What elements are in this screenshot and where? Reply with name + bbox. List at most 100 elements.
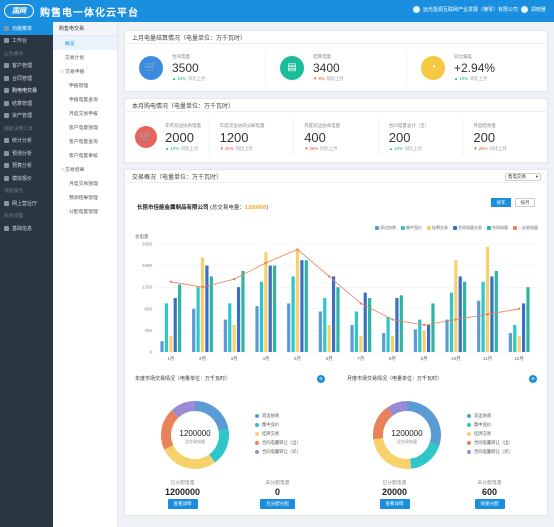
sub-nav-label: ○ 交易申报 xyxy=(61,69,85,75)
change-cmp: 同比上月 xyxy=(320,145,338,151)
bar xyxy=(513,325,517,352)
sidebar-item[interactable]: 工作台 xyxy=(0,35,53,48)
sub-nav-item[interactable]: 申报电量查询 xyxy=(53,92,117,106)
legend-entry[interactable]: 集中竞价 xyxy=(401,225,422,231)
sub-nav-label: 预测结果管理 xyxy=(69,195,98,201)
sidebar-item[interactable]: 资产管理 xyxy=(0,110,53,123)
select-value: 售电交易 xyxy=(508,174,526,179)
change-cmp: 同比上月 xyxy=(188,75,206,81)
sidebar-item[interactable]: 合同管理 xyxy=(0,72,53,85)
sub-nav-item[interactable]: 客户电量管理 xyxy=(53,120,117,134)
by-year-button[interactable]: 按年 xyxy=(491,198,511,207)
pie-legend-entry: 集中竞价 xyxy=(255,420,301,429)
user-name[interactable]: 郑晓雅 xyxy=(530,7,546,13)
pie-legend-entry: 挂牌交易 xyxy=(467,429,513,438)
count-label: 未分配电量 xyxy=(265,481,290,486)
sidebar-item: 辅助决策工具 xyxy=(0,122,53,135)
sidebar-item[interactable]: 客户管理 xyxy=(0,60,53,73)
stat-label: 结算电量 xyxy=(313,53,331,59)
menu-icon xyxy=(4,175,9,181)
sub-nav-item[interactable]: 月度交易申报 xyxy=(53,106,117,120)
x-tick-label: 11月 xyxy=(483,356,492,362)
count-value: 0 xyxy=(274,487,280,497)
sidebar-item[interactable]: 购电电交易 xyxy=(0,85,53,98)
line-point xyxy=(169,280,173,283)
sub-nav-item[interactable]: 分配电量管理 xyxy=(53,204,117,218)
sidebar-item[interactable]: 网上营业厅 xyxy=(0,197,53,210)
sidebar-item[interactable]: 基础信息 xyxy=(0,222,53,235)
legend-entry[interactable]: 合同电量交易 xyxy=(453,225,482,231)
stat-label: 合同电量总计（吉） xyxy=(388,122,430,128)
bar xyxy=(485,246,490,352)
sub-nav-item[interactable]: 客户电量审核 xyxy=(53,148,117,162)
count-label: 已分配电量 xyxy=(382,481,407,486)
sub-nav-item[interactable]: 预测结果管理 xyxy=(53,190,117,204)
user-avatar-icon[interactable] xyxy=(520,6,528,13)
sidebar-item: 增值服务 xyxy=(0,185,53,198)
sub-nav-item[interactable]: 申报管理 xyxy=(53,78,117,92)
monthly-add-button[interactable]: + xyxy=(529,375,537,383)
sub-nav-item[interactable]: 交易计划 xyxy=(53,50,117,64)
pie-slice xyxy=(410,442,440,469)
bar xyxy=(259,281,264,352)
change-value: 10% xyxy=(394,145,403,151)
stat-value: 3500 xyxy=(172,60,199,75)
menu-icon xyxy=(4,225,9,231)
stat-text: 同比偏差 +2.94% ▲ 10% 同比上月 xyxy=(454,54,495,82)
x-tick-label: 10月 xyxy=(451,356,461,362)
pie-slice xyxy=(171,401,195,418)
sidebar-item[interactable]: 模拟报价 xyxy=(0,172,53,185)
pie-legend-label: 合同电量转让（出） xyxy=(262,439,301,445)
sidebar-item[interactable]: 结算管理 xyxy=(0,97,53,110)
pie-slice xyxy=(387,401,407,416)
org-name: 长昆市佳能金属制品有限公司 xyxy=(137,205,209,211)
sidebar-item-label: 模拟报价 xyxy=(12,175,33,182)
pie-legend-entry: 合同电量转让（出） xyxy=(255,438,301,447)
legend-entry[interactable]: 合同电量 xyxy=(487,225,508,231)
count-action-button[interactable]: 快速分配 xyxy=(474,499,505,509)
bar xyxy=(508,333,512,352)
count-block: 已分配电量 20000 查看详情 xyxy=(347,479,442,509)
count-action-button[interactable]: 已分配分配 xyxy=(260,499,295,509)
sub-nav-item[interactable]: 月度交易管理 xyxy=(53,176,117,190)
legend-label: 集中竞价 xyxy=(406,225,422,230)
sub-nav-item[interactable]: 客户电量查询 xyxy=(53,134,117,148)
line-point xyxy=(201,286,204,289)
stat-label: 月度结余量 xyxy=(473,122,496,128)
doc-icon: ▤ xyxy=(280,55,304,80)
legend-entry[interactable]: 挂牌交易 xyxy=(427,225,448,231)
sub-nav-item[interactable]: 概览 xyxy=(53,36,117,50)
y-axis-label: 总电量 xyxy=(135,233,149,240)
change-cmp: 同比上月 xyxy=(489,145,507,151)
legend-swatch xyxy=(453,226,457,230)
line-point xyxy=(391,318,394,321)
legend-entry[interactable]: 双边协商 xyxy=(375,225,396,231)
sidebar-item[interactable]: 功能菜单 xyxy=(0,22,53,35)
bar xyxy=(395,298,399,352)
count-action-button[interactable]: 查看详情 xyxy=(167,499,198,509)
yearly-add-button[interactable]: + xyxy=(317,375,325,383)
org-amount: 1200000 xyxy=(244,205,267,211)
count-value: 1200000 xyxy=(164,487,201,497)
pie-legend-label: 合同电量转让（买） xyxy=(262,448,301,454)
sidebar-item[interactable]: 统计分析 xyxy=(0,135,53,148)
sidebar-item[interactable]: 预测分析 xyxy=(0,147,53,160)
bar xyxy=(382,333,386,352)
stat-item: 月度结余量 200 ▼ 26% 同比上月 xyxy=(463,118,547,156)
count-action-button[interactable]: 查看详情 xyxy=(379,499,410,509)
org-end: ) xyxy=(266,205,269,211)
legend-entry[interactable]: —交易电量 xyxy=(513,225,538,231)
transaction-title: 交易概况（电量单位：万千瓦时） xyxy=(125,170,547,183)
line-point xyxy=(327,275,331,278)
transaction-type-select[interactable]: 售电交易 ▾ xyxy=(505,173,541,181)
by-month-button[interactable]: 按月 xyxy=(515,198,535,207)
bar xyxy=(477,300,481,352)
sidebar-item[interactable]: 预算分析 xyxy=(0,160,53,173)
bar xyxy=(521,303,526,352)
stat-change: ▲ 10% 同比上月 xyxy=(165,146,201,152)
sub-nav-item: ○ 交易结果 xyxy=(53,162,117,176)
count-label: 已分配电量 xyxy=(170,481,195,486)
sub-nav-label: 申报电量查询 xyxy=(69,97,98,103)
bar xyxy=(390,335,395,352)
legend-label: 挂牌交易 xyxy=(432,225,448,230)
